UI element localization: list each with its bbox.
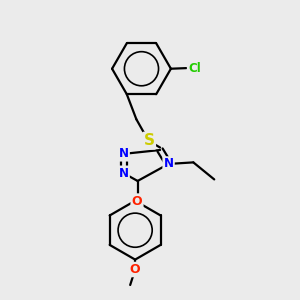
Text: S: S [144,133,154,148]
Text: O: O [132,195,142,208]
Text: N: N [119,167,129,180]
Text: Cl: Cl [188,61,201,75]
Text: N: N [164,158,174,170]
Text: N: N [119,147,129,161]
Text: O: O [130,263,140,276]
